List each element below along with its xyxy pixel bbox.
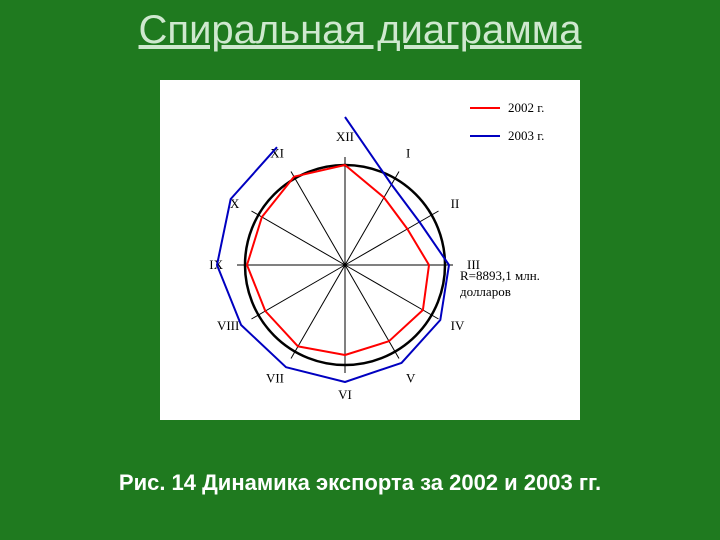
radius-annotation: долларов [460,284,511,299]
month-label: I [406,145,410,160]
spoke [291,265,345,359]
month-label: XII [336,129,354,144]
spoke [345,171,399,265]
legend-label: 2002 г. [508,100,544,115]
spoke [291,171,345,265]
chart-svg: XIIIIIIIIIVVVIVIIVIIIIXXXI2002 г.2003 г.… [160,80,580,420]
month-label: II [451,196,460,211]
month-label: V [406,371,416,386]
month-label: VII [266,371,284,386]
spiral-chart: XIIIIIIIIIVVVIVIIVIIIIXXXI2002 г.2003 г.… [160,80,580,420]
radius-annotation: R=8893,1 млн. [460,268,540,283]
legend-label: 2003 г. [508,128,544,143]
month-label: IV [451,318,465,333]
figure-caption: Рис. 14 Динамика экспорта за 2002 и 2003… [0,470,720,496]
month-label: VIII [217,318,239,333]
slide: Спиральная диаграмма XIIIIIIIIIVVVIVIIVI… [0,0,720,540]
page-title: Спиральная диаграмма [0,8,720,53]
month-label: VI [338,387,352,402]
spoke [251,211,345,265]
spoke [345,265,399,359]
